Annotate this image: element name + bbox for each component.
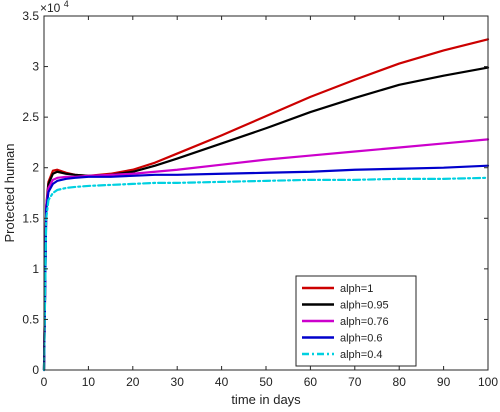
- x-tick-label: 40: [215, 375, 229, 389]
- x-tick-label: 100: [478, 375, 498, 389]
- y-tick-label: 2.5: [22, 110, 39, 124]
- series-line-alph-0-4: [42, 176, 490, 372]
- x-tick-label: 60: [304, 375, 318, 389]
- y-tick-label: 0.5: [22, 312, 39, 326]
- y-multiplier-exponent: 4: [64, 0, 69, 9]
- y-axis-label: Protected human: [2, 143, 17, 242]
- y-tick-label: 3: [32, 60, 39, 74]
- x-tick-label: 0: [41, 375, 48, 389]
- series-line-alph-0-95: [42, 66, 490, 372]
- x-axis-label: time in days: [231, 392, 301, 407]
- series-line-alph-0-6: [42, 164, 490, 372]
- series-layer: [42, 38, 490, 372]
- series-line-alph-1: [42, 38, 490, 372]
- x-tick-label: 50: [259, 375, 273, 389]
- legend: alph=1 alph=0.95 alph=0.76 alph=0.6 alph=0.4: [295, 275, 417, 367]
- y-tick-label: 1: [32, 262, 39, 276]
- y-multiplier-base: ×10: [40, 1, 61, 15]
- y-multiplier: ×10 4: [40, 0, 69, 15]
- plot-frame: [43, 15, 489, 371]
- ticks-layer: 0 10 20 30 40 50 60 70 80 90 100 0 0.5 1 1.5 2 2.5 3 3.5: [22, 9, 498, 389]
- legend-entry-label: alph=0.95: [340, 300, 389, 312]
- x-tick-label: 30: [171, 375, 185, 389]
- y-tick-label: 0: [32, 363, 39, 377]
- y-tick-label: 2: [32, 161, 39, 175]
- x-tick-label: 10: [82, 375, 96, 389]
- x-tick-label: 90: [437, 375, 451, 389]
- y-tick-label: 3.5: [22, 9, 39, 23]
- legend-entry-label: alph=0.4: [340, 349, 383, 361]
- x-tick-label: 70: [348, 375, 362, 389]
- y-tick-label: 1.5: [22, 211, 39, 225]
- series-line-alph-0-76: [42, 138, 490, 372]
- x-tick-label: 20: [126, 375, 140, 389]
- legend-entry-label: alph=1: [340, 283, 373, 295]
- legend-entry-label: alph=0.6: [340, 333, 383, 345]
- legend-entry-label: alph=0.76: [340, 316, 389, 328]
- plot-area: [44, 16, 488, 370]
- x-tick-label: 80: [393, 375, 407, 389]
